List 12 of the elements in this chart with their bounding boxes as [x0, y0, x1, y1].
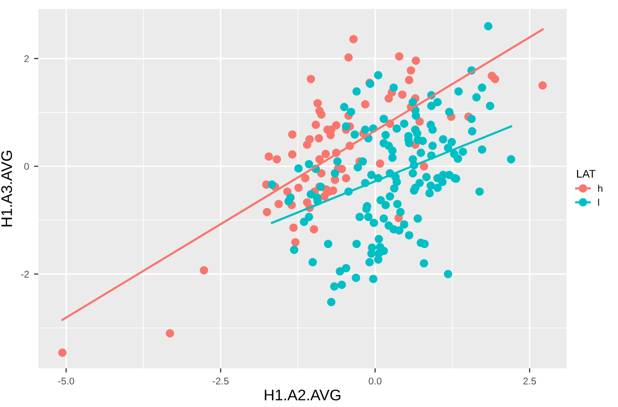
y-tick-label: -2	[21, 270, 29, 278]
legend-label: l	[598, 198, 600, 206]
x-tick-label: -2.5	[212, 378, 229, 385]
y-axis-title: H1.A3.AVG	[1, 150, 12, 226]
x-axis-title: H1.A2.AVG	[264, 390, 340, 400]
legend-title: LAT	[577, 170, 596, 178]
legend-label: h	[598, 184, 602, 192]
y-tick-label: 0	[24, 163, 29, 170]
x-tick-label: -5.0	[58, 378, 74, 385]
x-tick-label: 0.0	[368, 378, 382, 385]
y-tick-label: 2	[24, 55, 29, 62]
x-tick-label: 2.5	[523, 378, 536, 385]
